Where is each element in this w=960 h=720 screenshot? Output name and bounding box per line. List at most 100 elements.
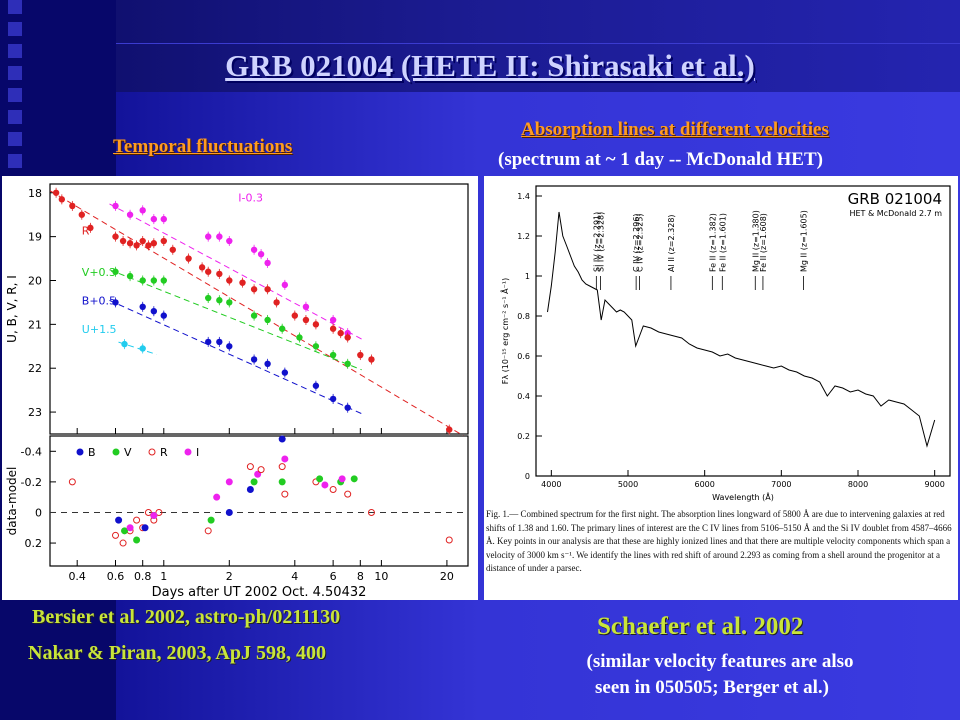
residual-point	[350, 475, 358, 483]
absorption-line-label: C IV (z=2.325)	[636, 213, 645, 272]
y-axis-label: Fλ (10⁻¹⁵ erg cm⁻² s⁻¹ Å⁻¹)	[499, 278, 510, 384]
residual-legend-marker	[148, 448, 156, 456]
lightcurve-chart: 18 19 20 21 22 23 0.4 0.6 0.8 1 2 4 6 8 10 20 Days after…	[5, 183, 469, 600]
x-axis-label: Days after UT 2002 Oct. 4.50432	[152, 585, 367, 600]
x-tick-label: 8	[357, 570, 364, 583]
x-tick-label: 10	[374, 570, 388, 583]
residual-point	[278, 478, 286, 486]
y-tick-label: 0.6	[517, 352, 530, 361]
note-line-2: seen in 050505; Berger et al.)	[595, 677, 829, 698]
residual-point	[281, 490, 289, 498]
y-tick-label: 1	[525, 272, 530, 281]
absorption-line-label: Fe II (z=1.382)	[708, 213, 717, 272]
residual-point	[321, 481, 329, 489]
residual-point	[250, 478, 258, 486]
y-tick-label: 18	[28, 187, 42, 200]
residual-y-label: data-model	[5, 467, 19, 536]
series-label: U+1.5	[82, 323, 117, 336]
residual-point	[144, 508, 152, 516]
residual-point	[257, 466, 265, 474]
y-tick-label: 1.2	[517, 232, 530, 241]
lightcurve-frame	[49, 183, 469, 435]
y-tick-label: 0	[525, 472, 530, 481]
absorption-line-label: Fe II (z=1.601)	[718, 213, 727, 272]
x-tick-label: 4000	[541, 480, 561, 489]
right-heading: Absorption lines at different velocities	[521, 119, 829, 140]
residual-legend-label: R	[160, 446, 168, 459]
residual-point	[204, 527, 212, 535]
x-tick-label: 1	[160, 570, 167, 583]
residual-y-tick-label: 0	[35, 506, 42, 519]
lightcurve-panel: 18 19 20 21 22 23 0.4 0.6 0.8 1 2 4 6 8 10 20 Days after…	[2, 176, 478, 600]
trend-line	[109, 269, 362, 371]
y-tick-label: 20	[28, 274, 42, 287]
trend-line	[49, 190, 464, 437]
residual-y-tick-label: -0.4	[21, 445, 42, 458]
absorption-line-label: Fe II (z=1.608)	[759, 213, 768, 272]
x-tick-label: 0.6	[107, 570, 125, 583]
residual-point	[213, 493, 221, 501]
y-tick-label: 22	[28, 362, 42, 375]
title-rule	[116, 43, 960, 44]
residual-point	[133, 516, 141, 524]
series-label: R	[82, 224, 90, 237]
series-label: V+0.3	[82, 266, 116, 279]
x-axis-label: Wavelength (Å)	[712, 491, 774, 502]
slide-title: GRB 021004 (HETE II: Shirasaki et al.)	[225, 48, 755, 83]
trend-line	[118, 341, 157, 355]
trend-line	[109, 299, 362, 415]
x-tick-label: 20	[440, 570, 454, 583]
residual-point	[150, 512, 158, 520]
residual-point	[281, 455, 289, 463]
x-tick-label: 8000	[848, 480, 868, 489]
spectrum-caption: Fig. 1.— Combined spectrum for the first…	[486, 509, 952, 573]
absorption-line-label: Si IV (z=2.328)	[596, 212, 605, 272]
ref-schaefer: Schaefer et al. 2002	[597, 613, 804, 640]
spectrum-line	[547, 211, 936, 448]
residual-point	[246, 463, 254, 471]
absorption-line-label: C IV (z=2.296)	[632, 213, 641, 272]
residual-point	[329, 486, 337, 494]
y-axis-label: U, B, V, R, I	[5, 275, 19, 343]
series-label: I-0.3	[238, 192, 263, 205]
residual-point	[278, 435, 286, 443]
residual-legend-label: V	[124, 446, 132, 459]
residual-point	[119, 539, 127, 547]
residual-point	[225, 478, 233, 486]
residual-y-tick-label: 0.2	[25, 537, 43, 550]
x-tick-label: 0.4	[68, 570, 86, 583]
absorption-line-label: Si IV (z=2.291)	[592, 212, 601, 272]
residual-point	[316, 475, 324, 483]
residual-legend-marker	[112, 448, 120, 456]
residual-point	[445, 536, 453, 544]
note-line-1: (similar velocity features are also	[586, 651, 854, 672]
y-tick-label: 0.2	[517, 432, 530, 441]
y-tick-label: 0.8	[517, 312, 530, 321]
residual-point	[112, 531, 120, 539]
residual-point	[133, 536, 141, 544]
y-tick-label: 0.4	[517, 392, 530, 401]
spectrum-subtitle: HET & McDonald 2.7 m	[849, 209, 942, 218]
residual-point	[338, 475, 346, 483]
y-tick-label: 1.4	[517, 192, 530, 201]
residual-point	[115, 516, 123, 524]
x-tick-label: 0.8	[134, 570, 152, 583]
spectrum-frame	[535, 185, 951, 477]
ref-bersier: Bersier et al. 2002, astro-ph/0211130	[32, 606, 341, 628]
x-tick-label: 2	[226, 570, 233, 583]
absorption-line-label: Al II (z=2.328)	[667, 214, 676, 272]
residual-point	[367, 508, 375, 516]
residual-point	[155, 508, 163, 516]
residual-legend-marker	[76, 448, 84, 456]
left-heading: Temporal fluctuations	[113, 136, 293, 157]
absorption-line-label: Mg II (z=1.605)	[800, 210, 809, 272]
spectrum-chart: 0 0.2 0.4 0.6 0.8 1 1.2 1.4 4000 5000 6000 7000 8000…	[499, 185, 951, 502]
residual-point	[344, 490, 352, 498]
residual-legend-marker	[184, 448, 192, 456]
right-subheading: (spectrum at ~ 1 day -- McDonald HET)	[498, 149, 823, 170]
residual-point	[141, 524, 149, 532]
y-tick-label: 23	[28, 406, 42, 419]
y-tick-label: 19	[28, 231, 42, 244]
title-band	[116, 0, 960, 92]
residual-point	[126, 524, 134, 532]
